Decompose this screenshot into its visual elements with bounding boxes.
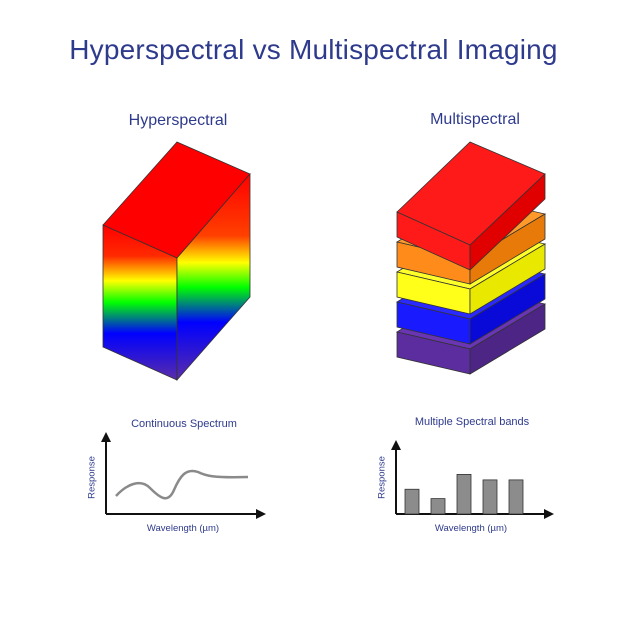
band-bar-5 bbox=[508, 479, 524, 515]
multi-y-axis-label: Response bbox=[376, 456, 388, 499]
spectral-bands-title: Multiple Spectral bands bbox=[414, 416, 530, 428]
continuous-spectrum-plot bbox=[101, 432, 266, 519]
spectrum-line bbox=[115, 469, 249, 500]
spectral-bands-plot bbox=[391, 440, 554, 519]
multispectral-stack bbox=[395, 141, 547, 375]
page-title: Hyperspectral vs Multispectral Imaging bbox=[69, 34, 558, 65]
band-bar-3 bbox=[456, 473, 472, 515]
hyperspectral-cube bbox=[102, 141, 251, 382]
x-axis-arrow bbox=[256, 509, 266, 519]
y-axis-arrow bbox=[391, 440, 401, 450]
continuous-spectrum-title: Continuous Spectrum bbox=[131, 418, 237, 430]
cube-side-face bbox=[176, 172, 251, 382]
band-bar-1 bbox=[404, 488, 420, 515]
layer-red bbox=[396, 141, 546, 271]
multi-x-axis-label: Wavelength (µm) bbox=[434, 523, 508, 534]
hyper-y-axis-label: Response bbox=[86, 456, 98, 499]
hyper-x-axis-label: Wavelength (µm) bbox=[146, 523, 220, 534]
y-axis-arrow bbox=[101, 432, 111, 442]
band-bars bbox=[404, 473, 524, 515]
x-axis-arrow bbox=[544, 509, 554, 519]
multispectral-title: Multispectral bbox=[430, 111, 520, 128]
band-bar-4 bbox=[482, 479, 498, 515]
hyperspectral-title: Hyperspectral bbox=[128, 112, 228, 129]
band-bar-2 bbox=[430, 498, 446, 515]
